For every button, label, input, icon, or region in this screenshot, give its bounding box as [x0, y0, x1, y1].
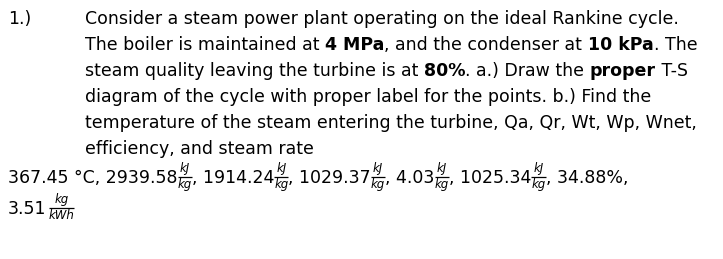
Text: kg: kg	[178, 178, 192, 191]
Text: kJ: kJ	[276, 162, 286, 175]
Text: temperature of the steam entering the turbine, Qa, Qr, Wt, Wp, Wnet,: temperature of the steam entering the tu…	[85, 114, 697, 132]
Text: kg: kg	[274, 178, 288, 191]
Text: kg: kg	[371, 178, 385, 191]
Text: kg: kg	[531, 178, 545, 191]
Text: steam quality leaving the turbine is at: steam quality leaving the turbine is at	[85, 62, 424, 80]
Text: kJ: kJ	[437, 162, 447, 175]
Text: , and the condenser at: , and the condenser at	[385, 36, 588, 54]
Text: diagram of the cycle with proper label for the points. b.) Find the: diagram of the cycle with proper label f…	[85, 88, 651, 106]
Text: . The: . The	[654, 36, 697, 54]
Text: The boiler is maintained at: The boiler is maintained at	[85, 36, 325, 54]
Text: 367.45 °C, 2939.58: 367.45 °C, 2939.58	[8, 169, 178, 187]
Text: , 1025.34: , 1025.34	[449, 169, 531, 187]
Text: Consider a steam power plant operating on the ideal Rankine cycle.: Consider a steam power plant operating o…	[85, 10, 679, 28]
Text: , 1029.37: , 1029.37	[288, 169, 371, 187]
Text: kWh: kWh	[48, 209, 74, 222]
Text: 3.51: 3.51	[8, 200, 46, 218]
Text: 80%: 80%	[424, 62, 466, 80]
Text: kJ: kJ	[534, 162, 544, 175]
Text: kJ: kJ	[179, 162, 189, 175]
Text: , 1914.24: , 1914.24	[192, 169, 274, 187]
Text: kg: kg	[54, 193, 69, 206]
Text: kg: kg	[435, 178, 449, 191]
Text: , 34.88%,: , 34.88%,	[545, 169, 628, 187]
Text: T-S: T-S	[656, 62, 688, 80]
Text: 10 kPa: 10 kPa	[588, 36, 654, 54]
Text: efficiency, and steam rate: efficiency, and steam rate	[85, 140, 314, 158]
Text: 1.): 1.)	[8, 10, 31, 28]
Text: 4 MPa: 4 MPa	[325, 36, 385, 54]
Text: , 4.03: , 4.03	[385, 169, 435, 187]
Text: proper: proper	[590, 62, 656, 80]
Text: kJ: kJ	[373, 162, 383, 175]
Text: . a.) Draw the: . a.) Draw the	[466, 62, 590, 80]
